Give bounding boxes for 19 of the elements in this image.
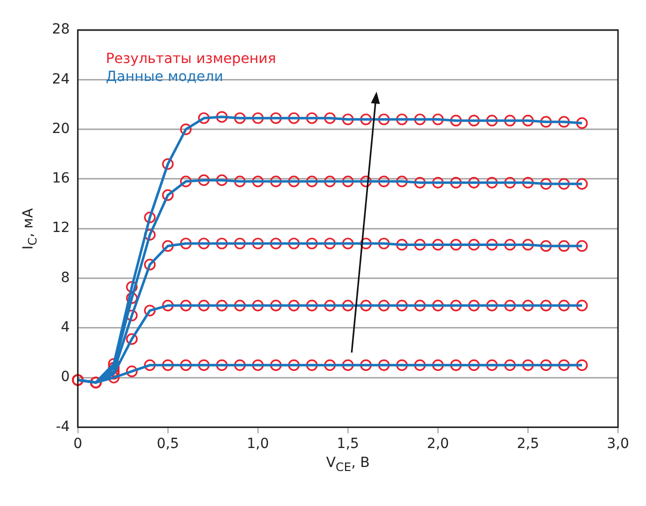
x-tick-label: 2,5 — [516, 436, 540, 452]
y-tick-label: 20 — [52, 120, 70, 137]
y-tick-label: -4 — [56, 418, 70, 435]
y-tick-label: 0 — [60, 369, 70, 386]
x-tick-label: 1,5 — [336, 436, 360, 452]
x-tick-label: 3,0 — [606, 436, 630, 452]
y-tick-label: 28 — [52, 22, 70, 38]
x-tick-label: 2,0 — [426, 436, 450, 452]
y-tick-label: 24 — [52, 71, 70, 88]
x-axis-title: V$_{CE}$, В — [326, 455, 370, 474]
x-tick-label: 1,0 — [246, 436, 270, 452]
text: Данные модели — [106, 68, 224, 86]
y-tick-label: 4 — [60, 320, 70, 336]
y-tick-label: 8 — [60, 270, 70, 286]
y-tick-label: 12 — [52, 220, 70, 236]
x-tick-label: 0,5 — [156, 436, 179, 452]
text: Результаты измерения — [106, 50, 276, 68]
x-tick-label: 0 — [73, 436, 82, 452]
y-tick-label: 16 — [52, 170, 70, 187]
